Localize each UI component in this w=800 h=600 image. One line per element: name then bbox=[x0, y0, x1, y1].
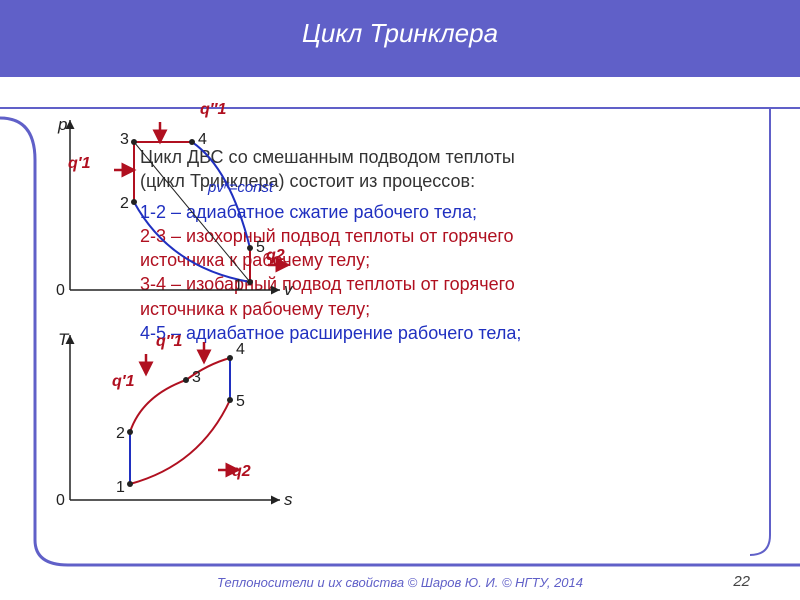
svg-text:s: s bbox=[284, 490, 293, 509]
svg-text:pvᵏ=const: pvᵏ=const bbox=[207, 179, 274, 196]
svg-text:1: 1 bbox=[116, 479, 125, 496]
svg-text:5: 5 bbox=[256, 239, 265, 256]
footer-text: Теплоносители и их свойства © Шаров Ю. И… bbox=[217, 575, 583, 590]
svg-text:3: 3 bbox=[192, 369, 201, 386]
svg-text:4: 4 bbox=[236, 341, 245, 358]
svg-text:2: 2 bbox=[120, 195, 129, 212]
svg-text:T: T bbox=[58, 330, 70, 349]
page-title: Цикл Тринклера bbox=[302, 18, 498, 48]
svg-text:v: v bbox=[284, 280, 294, 299]
svg-text:q′1: q′1 bbox=[112, 373, 135, 390]
pv-diagram: p v 0 1 2 3 4 5 bbox=[56, 115, 294, 299]
svg-text:q″1: q″1 bbox=[200, 101, 226, 118]
svg-text:p: p bbox=[57, 115, 67, 134]
svg-text:0: 0 bbox=[56, 282, 65, 299]
content-area: Цикл ДВС со смешанным подводом теплоты (… bbox=[50, 100, 770, 550]
svg-text:4: 4 bbox=[198, 131, 207, 148]
svg-text:q2: q2 bbox=[266, 247, 285, 264]
footer: Теплоносители и их свойства © Шаров Ю. И… bbox=[0, 575, 800, 590]
page-number: 22 bbox=[733, 573, 750, 590]
svg-text:q″1: q″1 bbox=[156, 333, 182, 350]
svg-text:0: 0 bbox=[56, 492, 65, 509]
title-bar: Цикл Тринклера bbox=[0, 0, 800, 77]
svg-text:q′1: q′1 bbox=[68, 155, 91, 172]
svg-text:1: 1 bbox=[234, 277, 243, 294]
ts-diagram: Ts 0 1 2 3 4 5 bbox=[56, 330, 293, 509]
diagrams-svg: p v 0 1 2 3 4 5 Ts 0 1 2 3 4 5 q′1 q″1 q2 q″1 q′1 q2 pvᵏ=co… bbox=[50, 100, 770, 550]
svg-text:q2: q2 bbox=[232, 463, 251, 480]
svg-text:2: 2 bbox=[116, 425, 125, 442]
svg-text:3: 3 bbox=[120, 131, 129, 148]
svg-text:5: 5 bbox=[236, 393, 245, 410]
